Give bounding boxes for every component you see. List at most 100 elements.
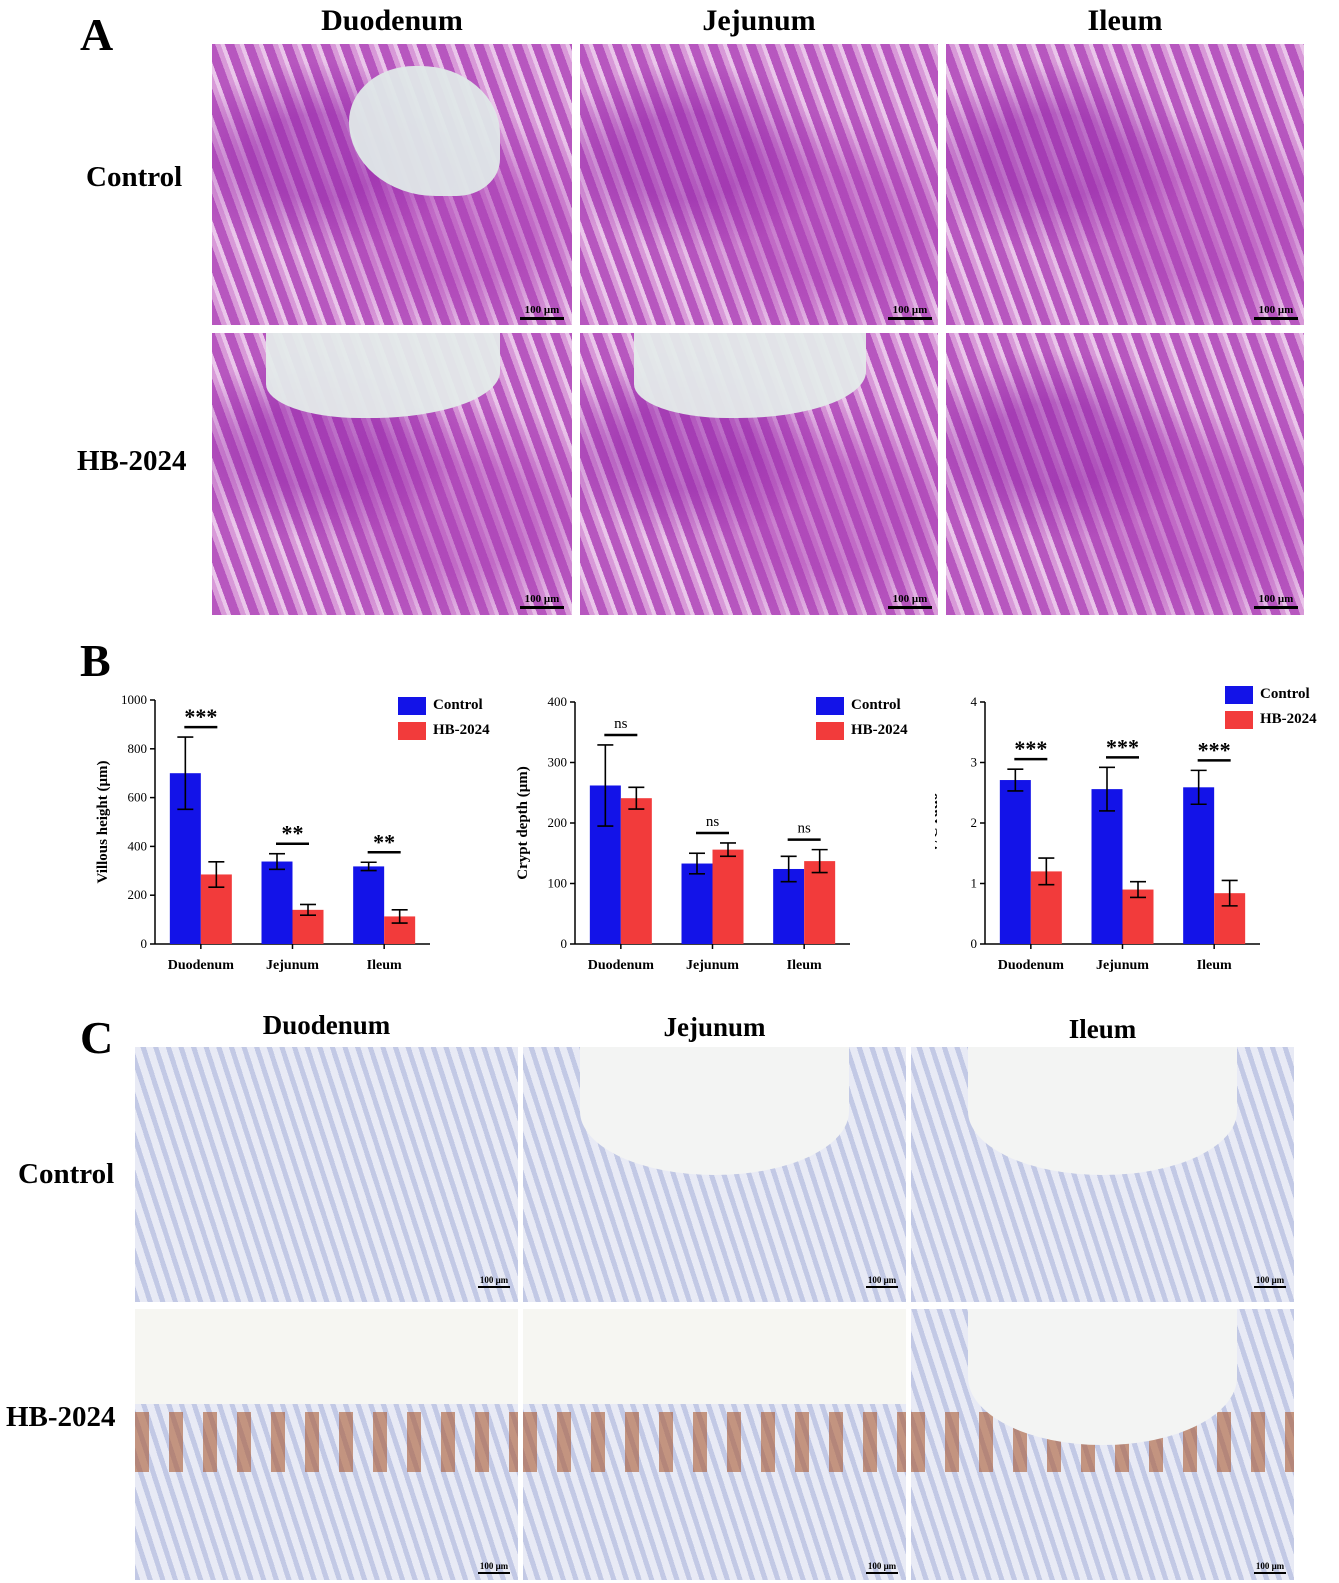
bar-hb-2024: [1122, 889, 1154, 944]
ihc-micrograph-hb2024-duodenum: [135, 1309, 518, 1580]
vc-ratio-chart: 0 1 2 3 4 V/C ratio Duodenum *** Jejunum *** Ileum…: [935, 694, 1260, 973]
y-tick-label: 1000: [121, 692, 147, 707]
bar-control: [681, 863, 713, 944]
he-micrograph-control-duodenum: [212, 44, 572, 325]
panel-a-row-hb2024: HB-2024: [77, 445, 187, 477]
significance-label: ns: [706, 814, 720, 830]
x-tick-label: Ileum: [367, 958, 402, 973]
ihc-micrograph-control-duodenum: [135, 1047, 518, 1302]
significance-label: **: [373, 829, 395, 854]
ihc-micrograph-hb2024-ileum: [911, 1309, 1294, 1580]
y-tick-label: 400: [128, 838, 148, 853]
y-tick-label: 4: [971, 694, 978, 709]
scale-bar-label: 100 μm: [479, 1275, 509, 1285]
scale-bar-label: 100 μm: [479, 1561, 509, 1571]
scale-bar: 100 μm: [478, 1562, 510, 1574]
scale-bar: 100 μm: [1254, 1562, 1286, 1574]
legend-label-control: Control: [1260, 686, 1310, 702]
x-tick-label: Duodenum: [168, 958, 234, 973]
bar-control: [1091, 789, 1123, 944]
panel-a-column-duodenum: Duodenum: [321, 4, 463, 37]
y-tick-label: 600: [128, 790, 148, 805]
he-micrograph-control-jejunum: [580, 44, 938, 325]
scale-bar-label: 100 μm: [1258, 304, 1294, 316]
y-tick-label: 400: [548, 694, 568, 709]
significance-label: ***: [1014, 736, 1047, 761]
legend-label-hb2024: HB-2024: [433, 722, 490, 738]
y-tick-label: 0: [561, 936, 568, 951]
bar-control: [353, 866, 385, 944]
y-tick-label: 800: [128, 741, 148, 756]
x-tick-label: Ileum: [1197, 958, 1232, 973]
bar-hb-2024: [804, 861, 836, 944]
ihc-micrograph-control-ileum: [911, 1047, 1294, 1302]
y-tick-label: 0: [141, 936, 148, 951]
scale-bar-label: 100 μm: [524, 304, 560, 316]
x-tick-label: Jejunum: [1096, 958, 1149, 973]
scale-bar-label: 100 μm: [524, 593, 560, 605]
legend-label-hb2024: HB-2024: [1260, 711, 1317, 727]
scale-bar: 100 μm: [888, 305, 932, 320]
bar-hb-2024: [620, 798, 652, 944]
x-tick-label: Jejunum: [686, 958, 739, 973]
bar-control: [261, 861, 293, 944]
scale-bar-label: 100 μm: [867, 1275, 897, 1285]
y-tick-label: 2: [971, 815, 978, 830]
scale-bar: 100 μm: [520, 594, 564, 609]
he-micrograph-control-ileum: [946, 44, 1304, 325]
legend-label-control: Control: [433, 697, 483, 713]
scale-bar: 100 μm: [866, 1276, 898, 1288]
legend-swatch-hb2024: [1225, 711, 1253, 729]
panel-c-column-duodenum: Duodenum: [262, 1010, 391, 1040]
legend-swatch-hb2024: [398, 722, 426, 740]
bar-control: [1183, 787, 1215, 944]
x-tick-label: Duodenum: [588, 958, 654, 973]
he-micrograph-hb2024-duodenum: [212, 333, 572, 615]
y-axis-label: Crypt depth (μm): [515, 766, 531, 880]
panel-a-column-jejunum: Jejunum: [702, 4, 816, 37]
x-tick-label: Jejunum: [266, 958, 319, 973]
significance-label: ***: [1106, 734, 1139, 759]
significance-label: ns: [797, 821, 811, 837]
significance-label: ns: [614, 716, 628, 732]
panel-label-b: B: [80, 635, 111, 686]
panel-a-column-ileum: Ileum: [1087, 4, 1163, 37]
scale-bar-label: 100 μm: [1258, 593, 1294, 605]
legend-swatch-control: [816, 697, 844, 715]
panel-c-row-control: Control: [18, 1158, 115, 1190]
y-tick-label: 300: [548, 755, 568, 770]
legend-swatch-hb2024: [816, 722, 844, 740]
scale-bar-label: 100 μm: [1255, 1561, 1285, 1571]
scale-bar-label: 100 μm: [892, 593, 928, 605]
x-tick-label: Duodenum: [998, 958, 1064, 973]
crypt-depth-chart: 0 100 200 300 400 Crypt depth (μm) Duodenum ns J…: [515, 694, 850, 973]
significance-label: ***: [184, 704, 217, 729]
ihc-micrograph-hb2024-jejunum: [523, 1309, 906, 1580]
y-axis-label: Villous height (μm): [95, 761, 111, 884]
significance-label: **: [282, 821, 304, 846]
scale-bar: 100 μm: [1254, 1276, 1286, 1288]
y-tick-label: 1: [971, 876, 978, 891]
significance-label: ***: [1198, 737, 1231, 762]
scale-bar: 100 μm: [478, 1276, 510, 1288]
panel-c-column-jejunum: Jejunum: [663, 1012, 766, 1042]
panel-c-row-hb2024: HB-2024: [6, 1401, 116, 1433]
y-tick-label: 0: [971, 936, 978, 951]
scale-bar: 100 μm: [1254, 305, 1298, 320]
bar-hb-2024: [712, 849, 744, 944]
scale-bar: 100 μm: [1254, 594, 1298, 609]
he-micrograph-hb2024-jejunum: [580, 333, 938, 615]
y-tick-label: 3: [971, 755, 978, 770]
scale-bar-label: 100 μm: [1255, 1275, 1285, 1285]
y-tick-label: 100: [548, 876, 568, 891]
panel-label-c: C: [80, 1012, 114, 1063]
scale-bar: 100 μm: [520, 305, 564, 320]
legend-label-hb2024: HB-2024: [851, 722, 908, 738]
scale-bar: 100 μm: [866, 1562, 898, 1574]
legend-label-control: Control: [851, 697, 901, 713]
bar-control: [999, 780, 1031, 944]
panel-label-a: A: [80, 9, 114, 60]
ihc-micrograph-control-jejunum: [523, 1047, 906, 1302]
villous-height-chart: 0 200 400 600 800 1000 Villous height (μm) Duod…: [95, 692, 430, 973]
panel-c-column-ileum: Ileum: [1068, 1014, 1137, 1044]
